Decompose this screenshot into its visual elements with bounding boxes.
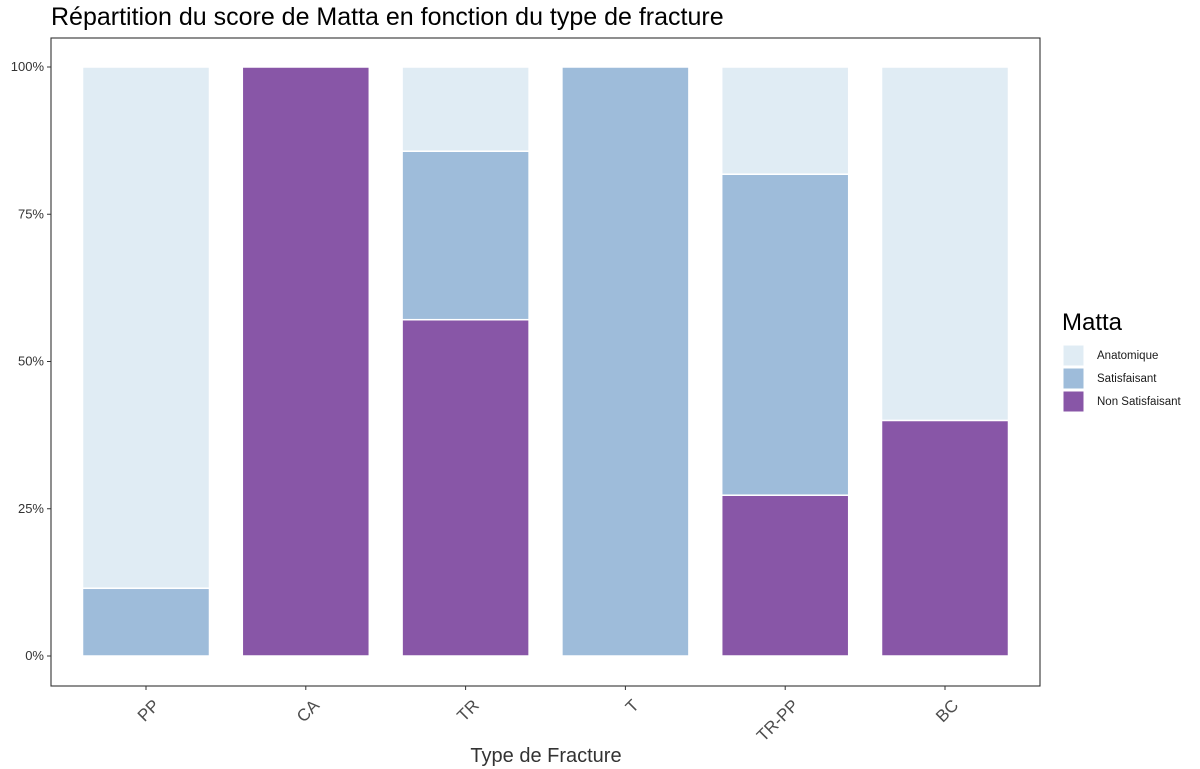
legend-label: Non Satisfaisant [1097, 396, 1182, 408]
plot-panel [50, 37, 1041, 687]
legend-swatch [1062, 344, 1085, 367]
bar-segment [401, 150, 530, 321]
legend-label: Satisfaisant [1097, 373, 1157, 385]
bar-segment [720, 66, 850, 175]
x-tick-label: T [622, 696, 643, 717]
y-axis: 0% 25% 50% 75% 100% [11, 59, 51, 663]
bar-segment [720, 494, 850, 657]
x-axis-title: Type de Fracture [470, 745, 621, 767]
bar-segment [241, 66, 371, 657]
x-tick-label: TR-PP [753, 696, 802, 745]
bars [81, 66, 1010, 657]
legend: Matta Anatomique Satisfaisant Non Satisfai… [1062, 309, 1182, 413]
legend-label: Anatomique [1097, 350, 1158, 362]
y-tick-label: 0% [25, 648, 44, 663]
legend-swatch [1062, 367, 1085, 390]
bar-segment [720, 173, 850, 496]
chart-title: Répartition du score de Matta en fonctio… [51, 3, 724, 31]
bar-segment [880, 419, 1010, 657]
y-tick-label: 75% [18, 206, 44, 221]
x-tick-label: BC [932, 696, 962, 726]
y-tick-label: 50% [18, 354, 44, 369]
x-tick-label: CA [293, 695, 324, 726]
x-axis: PP CA TR T TR-PP BC [134, 686, 962, 745]
bar-segment [561, 66, 690, 657]
bar-segment [81, 66, 211, 590]
y-tick-label: 25% [18, 501, 44, 516]
bar-segment [401, 66, 530, 152]
x-tick-label: PP [134, 696, 163, 725]
y-tick-label: 100% [11, 59, 45, 74]
bar-segment [401, 318, 530, 657]
bar-segment [81, 587, 211, 657]
legend-title: Matta [1062, 309, 1123, 336]
x-tick-label: TR [453, 696, 482, 725]
bar-segment [880, 66, 1010, 422]
legend-swatch [1062, 390, 1085, 413]
